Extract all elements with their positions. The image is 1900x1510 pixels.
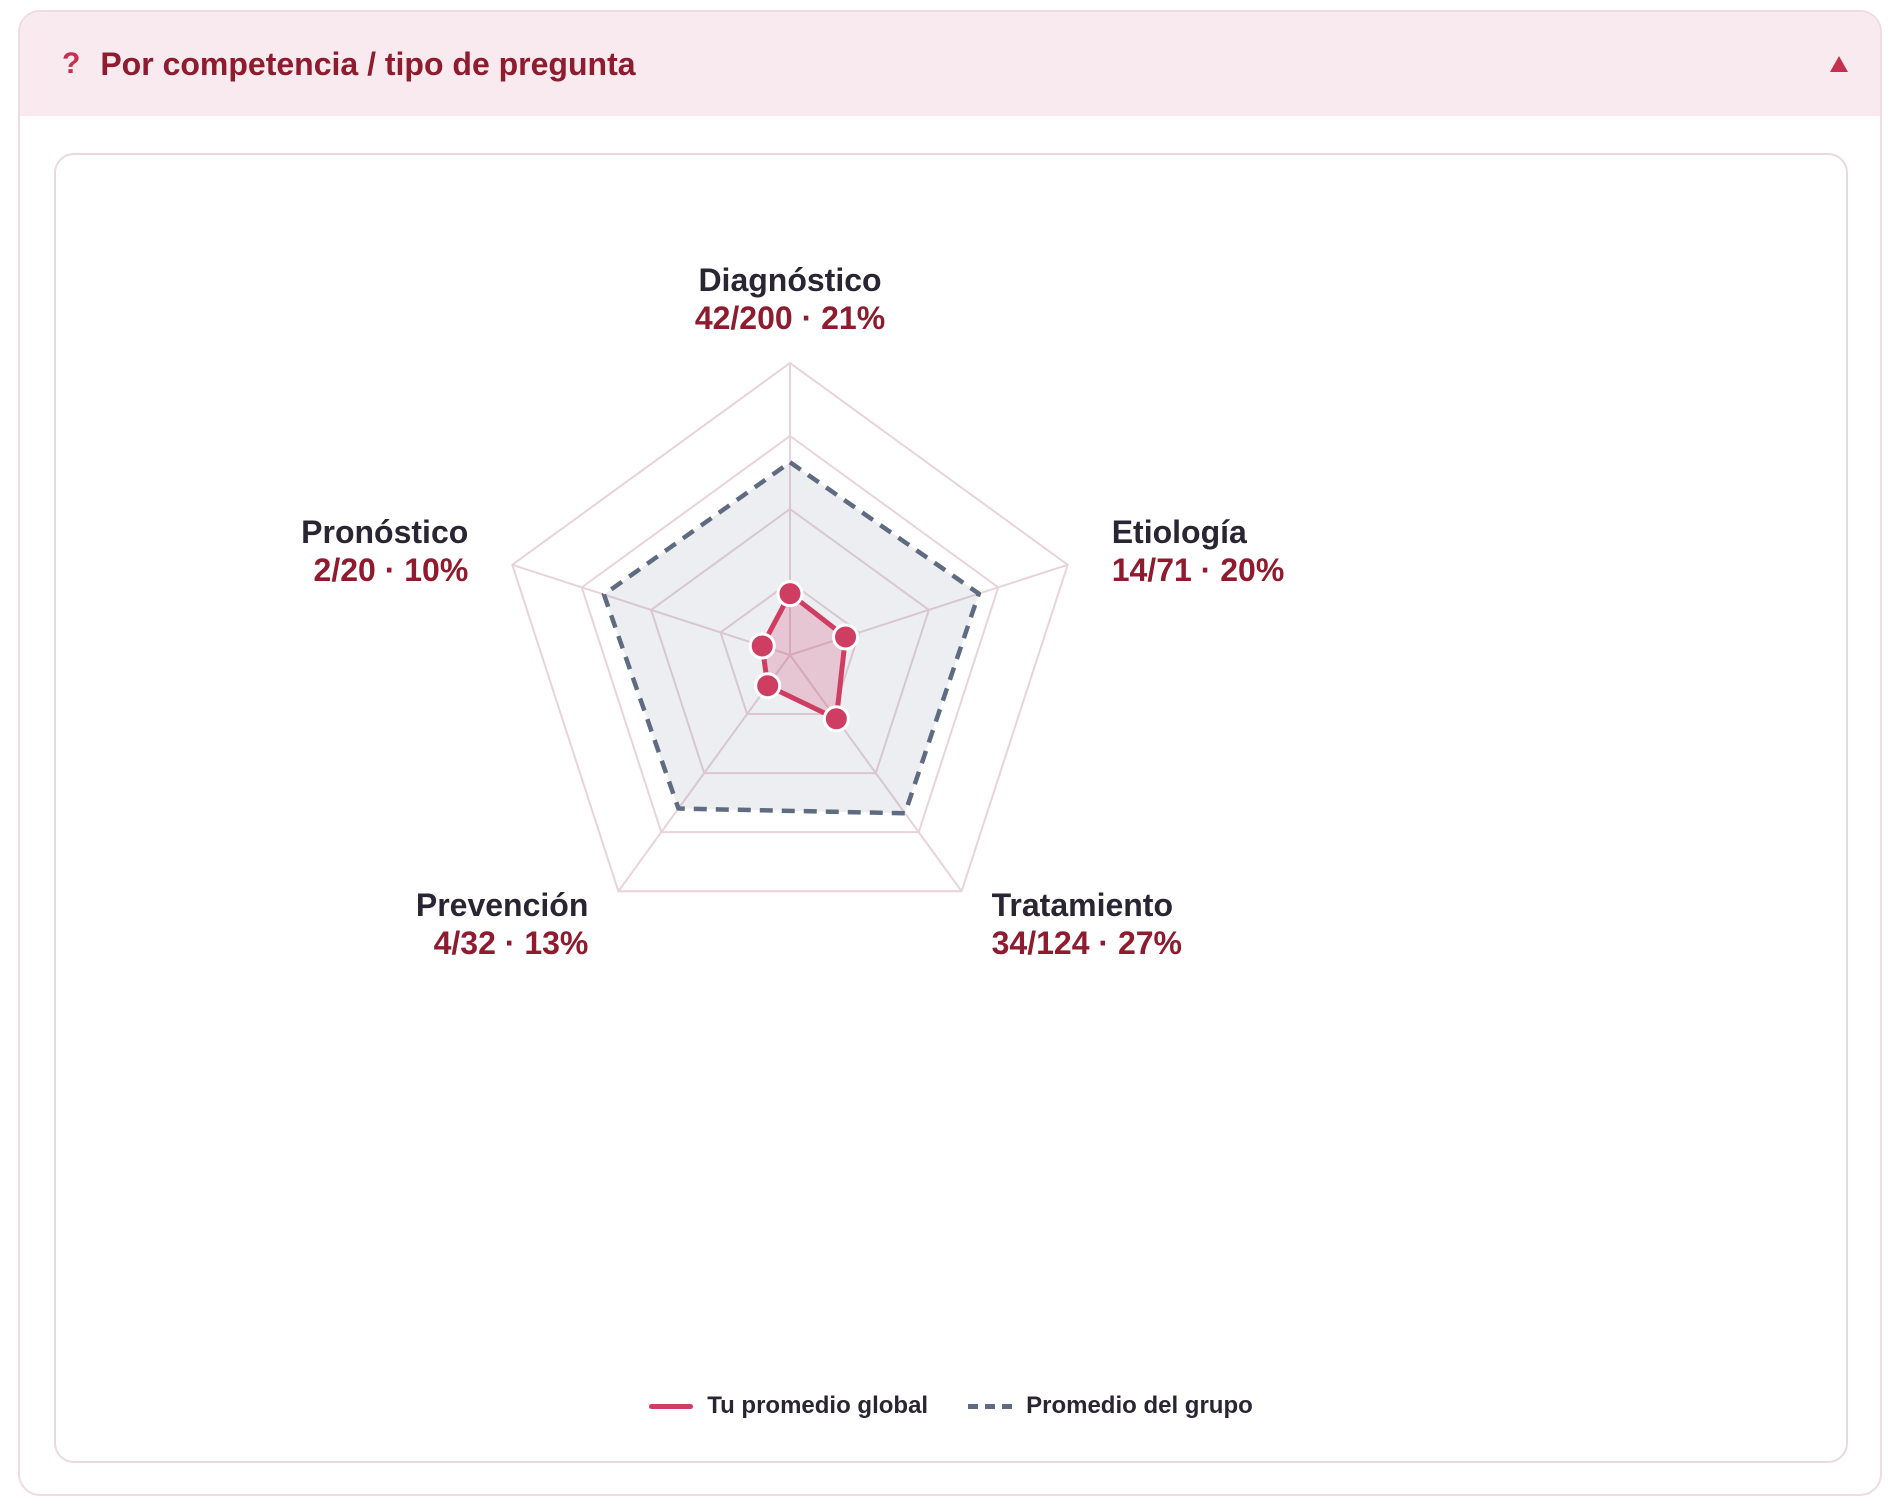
axis-label-2: Etiología	[1112, 514, 1247, 550]
question-mark-icon: ?	[62, 47, 81, 80]
self-point-3	[822, 705, 850, 733]
axis-label-5: Pronóstico	[301, 514, 468, 550]
axis-score-1: 42/200 · 21%	[695, 300, 885, 336]
self-point-1	[776, 580, 804, 608]
panel-title: Por competencia / tipo de pregunta	[100, 45, 636, 82]
axis-label-3: Tratamiento	[992, 887, 1173, 923]
legend-item-self[interactable]: Tu promedio global	[649, 1392, 928, 1420]
axis-label-4: Prevención	[416, 887, 589, 923]
axis-label-1: Diagnóstico	[698, 262, 881, 298]
axis-score-4: 4/32 · 13%	[434, 925, 589, 961]
grid-spoke-3	[789, 654, 963, 892]
self-point-4	[754, 672, 782, 700]
grid-ring-4	[511, 361, 1069, 893]
axis-score-3: 34/124 · 27%	[992, 925, 1182, 961]
axis-score-5: 2/20 · 10%	[314, 552, 469, 588]
competency-panel: ? Por competencia / tipo de pregunta Dia…	[18, 10, 1882, 1496]
chart-legend: Tu promedio global Promedio del grupo	[56, 1392, 1846, 1420]
solid-line-swatch-icon	[649, 1403, 694, 1409]
axis-score-2: 14/71 · 20%	[1112, 552, 1285, 588]
radar-chart-card: Diagnóstico 42/200 · 21% Etiología 14/71 · …	[54, 153, 1848, 1463]
self-point-2	[832, 623, 860, 651]
radar-series	[601, 460, 982, 816]
self-point-5	[748, 632, 776, 660]
panel-header[interactable]: ? Por competencia / tipo de pregunta	[20, 12, 1880, 116]
legend-label-group: Promedio del grupo	[1026, 1392, 1253, 1419]
grid-ring-2	[649, 507, 931, 775]
dashed-line-swatch-icon	[968, 1403, 1013, 1409]
group-average-area	[601, 460, 982, 816]
legend-label-self: Tu promedio global	[707, 1392, 929, 1419]
triangle-up-icon[interactable]	[1830, 56, 1848, 72]
legend-item-group[interactable]: Promedio del grupo	[968, 1392, 1253, 1420]
grid-ring-3	[580, 434, 1000, 834]
grid-spoke-5	[511, 563, 791, 656]
